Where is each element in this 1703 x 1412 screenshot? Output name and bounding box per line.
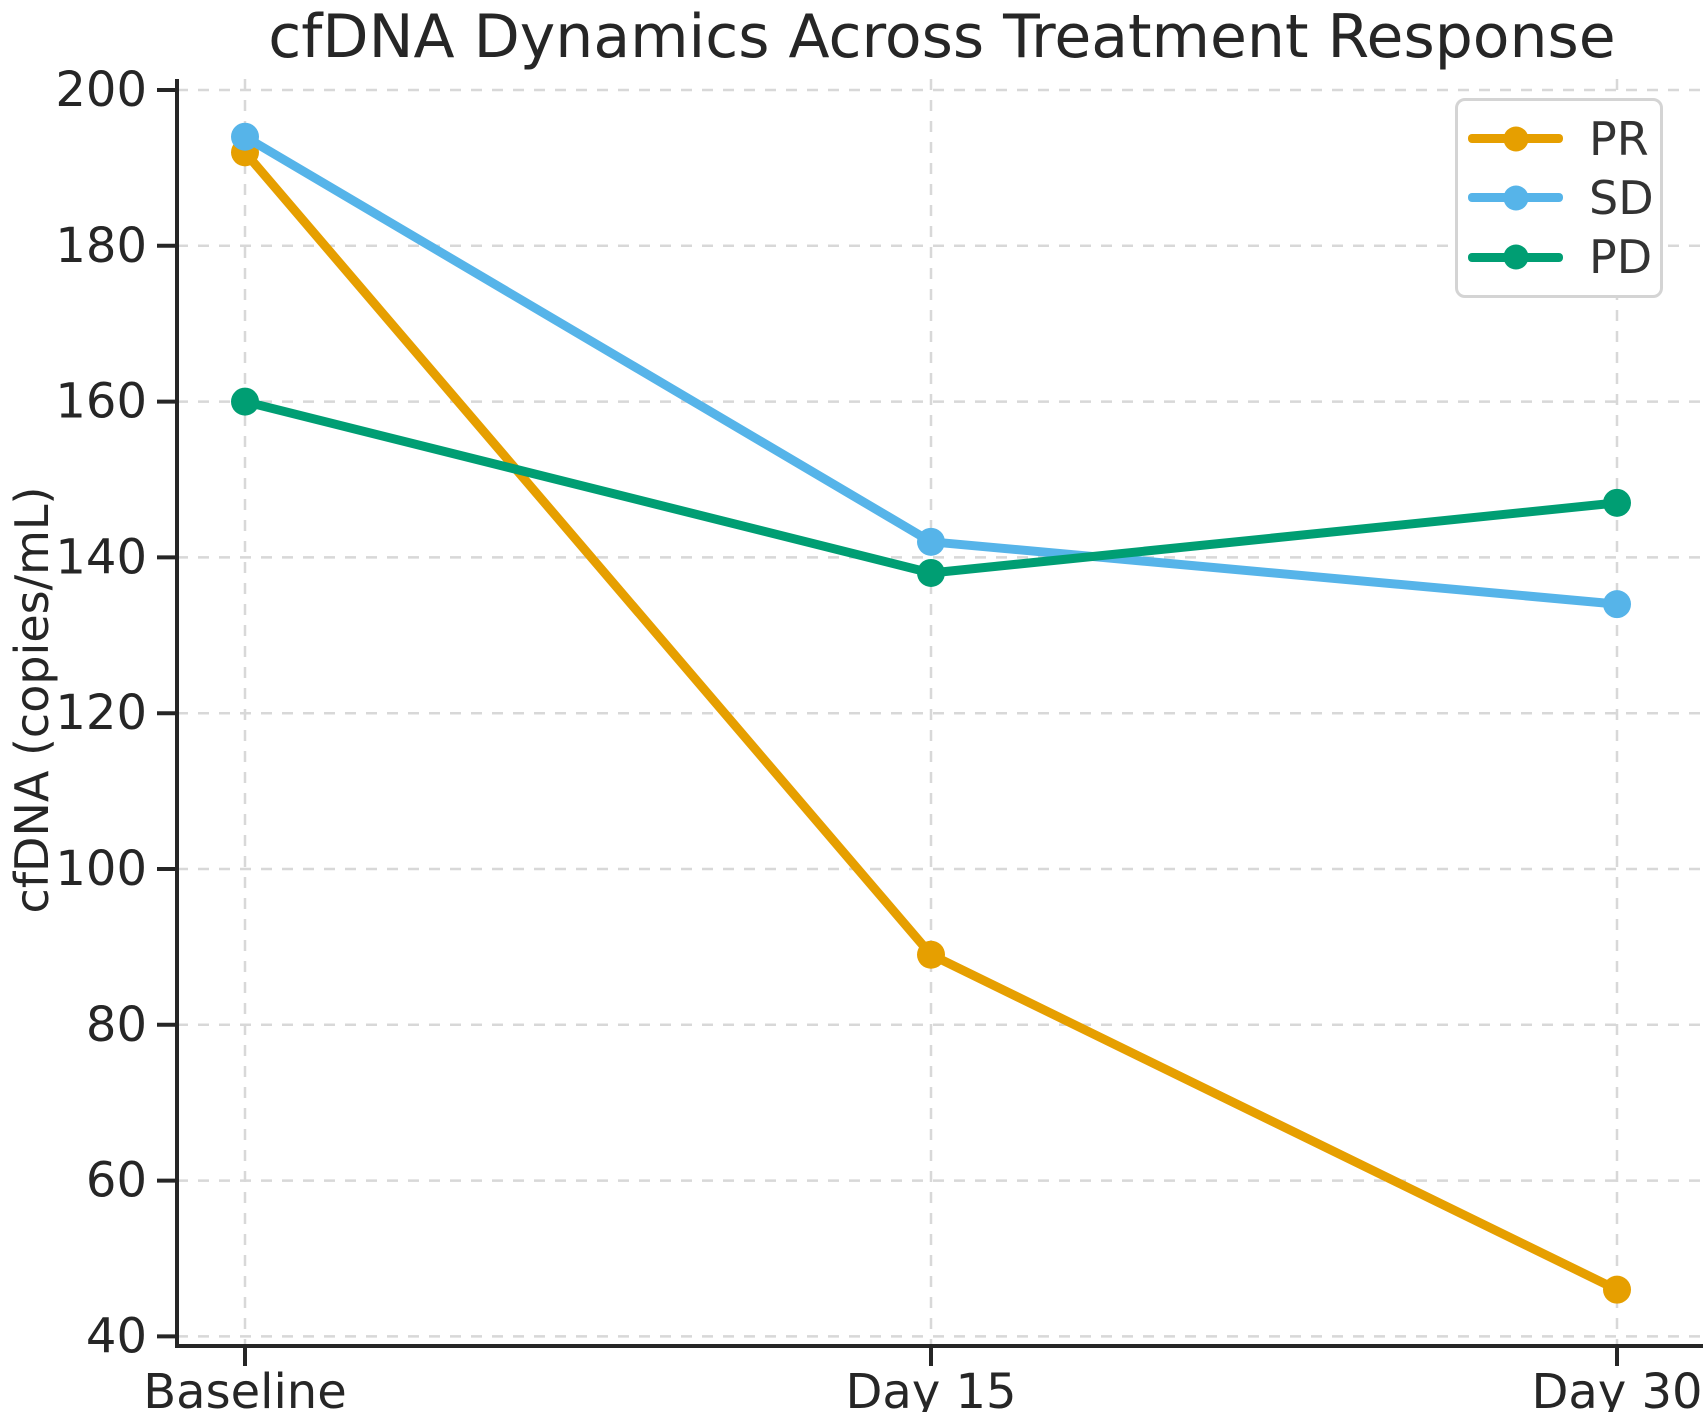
legend: PR SD PD bbox=[1455, 98, 1663, 298]
y-tick-label: 60 bbox=[86, 1153, 147, 1209]
data-point-SD-Baseline bbox=[231, 122, 259, 151]
series-line-PR bbox=[240, 147, 1622, 1295]
legend-label-SD: SD bbox=[1589, 170, 1654, 225]
y-tick-label: 100 bbox=[55, 841, 147, 897]
data-point-PD-Day 30 bbox=[1603, 488, 1631, 517]
axis-ticks: 40 60 80 100 120 140 160 180 200 Baseline Day 15 Da… bbox=[55, 62, 1702, 1412]
y-tick-label: 120 bbox=[55, 685, 147, 741]
chart-title: cfDNA Dynamics Across Treatment Response bbox=[268, 2, 1615, 72]
legend-marker-dot-PR bbox=[1503, 126, 1528, 152]
legend-label-PD: PD bbox=[1589, 230, 1653, 285]
legend-item-PR: PR bbox=[1468, 112, 1660, 166]
y-tick-label: 180 bbox=[55, 218, 147, 274]
legend-line-swatch-PR bbox=[1468, 126, 1563, 152]
y-tick-label: 140 bbox=[55, 529, 147, 585]
legend-item-PD: PD bbox=[1468, 230, 1660, 284]
legend-label-PR: PR bbox=[1589, 111, 1649, 166]
x-tick-label: Day 30 bbox=[1531, 1364, 1702, 1412]
data-point-PR-Day 15 bbox=[917, 940, 945, 969]
legend-marker-dot-SD bbox=[1503, 185, 1528, 211]
y-tick-label: 40 bbox=[86, 1308, 147, 1364]
data-series bbox=[231, 122, 1631, 1304]
legend-line-swatch-SD bbox=[1468, 185, 1563, 211]
legend-item-SD: SD bbox=[1468, 171, 1660, 225]
x-tick-label: Day 15 bbox=[845, 1364, 1016, 1412]
legend-line-swatch-PD bbox=[1468, 244, 1563, 270]
y-axis-label: cfDNA (copies/mL) bbox=[5, 487, 59, 914]
data-point-SD-Day 30 bbox=[1603, 590, 1631, 619]
data-point-PD-Day 15 bbox=[917, 558, 945, 587]
data-point-SD-Day 15 bbox=[917, 527, 945, 556]
legend-marker-dot-PD bbox=[1503, 244, 1528, 270]
data-point-PR-Day 30 bbox=[1603, 1275, 1631, 1304]
y-tick-label: 80 bbox=[86, 997, 147, 1053]
y-tick-label: 160 bbox=[55, 374, 147, 430]
data-point-PD-Baseline bbox=[231, 387, 259, 416]
y-tick-label: 200 bbox=[55, 62, 147, 118]
x-tick-label: Baseline bbox=[143, 1364, 347, 1412]
